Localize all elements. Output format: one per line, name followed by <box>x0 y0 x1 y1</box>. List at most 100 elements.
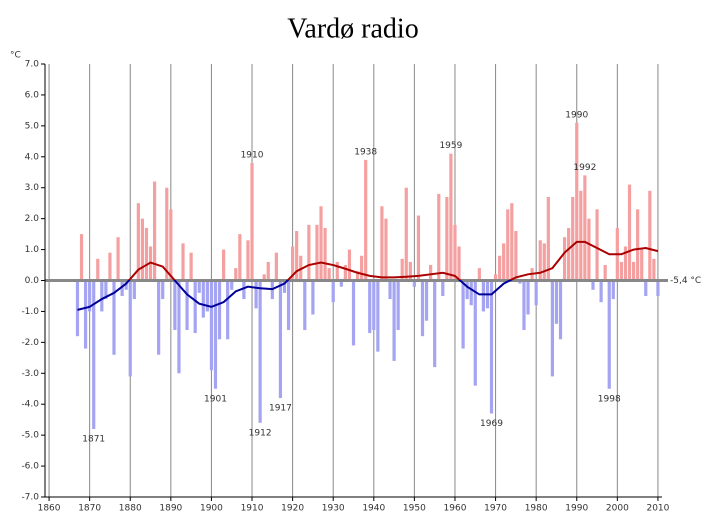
bar <box>165 187 169 281</box>
x-tick-label: 1970 <box>484 504 507 514</box>
bar <box>388 280 392 300</box>
x-tick-label: 1960 <box>444 504 467 514</box>
bar <box>315 224 319 281</box>
bar <box>392 280 396 361</box>
x-tick-label: 1890 <box>159 504 182 514</box>
bar <box>376 280 380 352</box>
bar <box>514 231 518 281</box>
bar <box>274 252 278 281</box>
bar <box>433 280 437 368</box>
bar <box>303 280 307 330</box>
bar <box>489 280 494 414</box>
bar <box>644 280 648 296</box>
bar <box>360 255 364 281</box>
x-tick-label: 1900 <box>200 504 223 514</box>
bar <box>286 280 291 330</box>
y-tick-label: 7.0 <box>25 60 40 70</box>
bar <box>104 280 108 300</box>
y-tick-label: 2.0 <box>25 214 40 224</box>
bar <box>169 209 173 281</box>
bar <box>542 243 546 281</box>
bar <box>112 280 116 355</box>
y-unit: °C <box>10 51 21 61</box>
bar <box>591 280 595 290</box>
bar <box>209 280 214 371</box>
bar <box>351 280 356 346</box>
bar <box>92 280 96 429</box>
bar <box>522 280 526 330</box>
bar <box>510 203 514 281</box>
bar <box>546 196 550 281</box>
y-tick-label: -4.0 <box>21 400 39 410</box>
bar <box>96 258 100 281</box>
bar <box>481 280 485 312</box>
annotation: 1938 <box>354 147 377 157</box>
bar <box>636 209 640 281</box>
bar <box>579 190 583 281</box>
bar <box>140 218 145 281</box>
bar <box>116 237 120 281</box>
bar <box>408 261 412 281</box>
bar <box>587 218 591 281</box>
y-tick-label: 0.0 <box>25 276 40 286</box>
bar <box>441 280 445 296</box>
bar <box>173 280 177 330</box>
bar <box>83 280 88 349</box>
bar <box>416 215 421 281</box>
bar <box>88 280 92 312</box>
bar <box>291 246 295 281</box>
bar <box>124 280 128 290</box>
y-tick-label: 1.0 <box>25 245 40 255</box>
bar <box>177 280 181 374</box>
bar <box>599 280 603 303</box>
bar <box>571 196 575 281</box>
bar <box>420 280 425 337</box>
bar <box>364 159 368 281</box>
bar <box>189 252 193 281</box>
bar <box>266 261 270 281</box>
annotation: 1998 <box>598 394 621 404</box>
bar <box>185 280 189 330</box>
x-tick-label: 1950 <box>403 504 426 514</box>
y-tick-label: -2.0 <box>21 338 39 348</box>
reference-label: -5,4 °C <box>670 276 701 286</box>
annotation: 1912 <box>249 428 272 438</box>
bar <box>144 227 149 281</box>
bar <box>611 280 615 300</box>
x-tick-label: 2010 <box>646 504 669 514</box>
bar <box>132 280 136 300</box>
smooth-line-negative <box>77 280 513 311</box>
bar <box>656 280 660 296</box>
smooth-line-positive <box>127 240 659 280</box>
bar <box>424 280 429 321</box>
bar <box>295 231 299 281</box>
bar <box>623 246 628 281</box>
bar <box>128 280 132 377</box>
bar <box>201 280 205 318</box>
bar <box>538 240 542 281</box>
bar <box>607 280 611 389</box>
bar <box>372 280 376 330</box>
bar <box>558 280 563 340</box>
y-tick-label: 5.0 <box>25 121 40 131</box>
x-tick-label: 1910 <box>241 504 264 514</box>
x-tick-label: 1980 <box>525 504 548 514</box>
bar <box>242 280 246 300</box>
bar <box>254 280 258 309</box>
bar <box>429 265 433 281</box>
bar <box>197 280 201 293</box>
bar <box>368 280 372 334</box>
bar <box>498 255 502 281</box>
y-tick-label: -6.0 <box>21 462 39 472</box>
bar <box>161 280 165 300</box>
bar <box>567 227 571 281</box>
bar <box>562 237 567 281</box>
bar <box>282 280 287 293</box>
bar <box>595 209 599 281</box>
x-tick-label: 1930 <box>322 504 345 514</box>
y-tick-label: -7.0 <box>21 493 39 503</box>
bar <box>400 258 404 281</box>
bar <box>213 280 218 389</box>
bar <box>437 193 441 281</box>
